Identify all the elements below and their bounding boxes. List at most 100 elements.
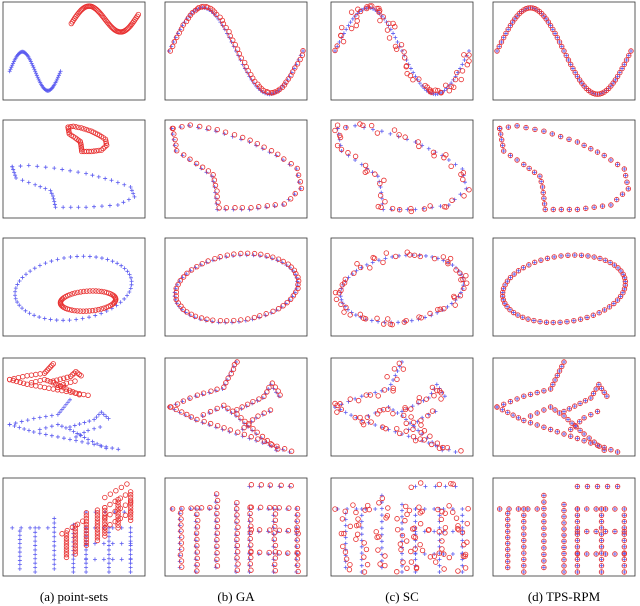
- target-point: [102, 494, 108, 501]
- model-point: [193, 525, 198, 530]
- model-point: [20, 178, 25, 183]
- target-point: [84, 288, 90, 294]
- target-point: [337, 132, 343, 139]
- panel-frame: [330, 237, 474, 337]
- target-point: [594, 149, 601, 155]
- model-point: [19, 419, 24, 424]
- target-point: [382, 198, 388, 205]
- target-point: [538, 257, 544, 263]
- model-point: [27, 311, 32, 316]
- model-point: [128, 525, 133, 530]
- target-point: [44, 367, 51, 373]
- target-point: [461, 52, 467, 58]
- target-point: [286, 505, 292, 511]
- target-point: [558, 206, 565, 213]
- target-point: [557, 133, 564, 140]
- model-point: [48, 317, 53, 322]
- model-point: [437, 570, 442, 574]
- target-point: [295, 281, 301, 288]
- panel-frame: [492, 1, 636, 101]
- model-point: [256, 552, 261, 556]
- target-point: [379, 424, 386, 430]
- model-point: [521, 551, 526, 556]
- model-point: [80, 439, 85, 444]
- target-point: [222, 129, 229, 135]
- target-point: [169, 43, 176, 50]
- model-point: [512, 272, 517, 277]
- model-point: [344, 27, 349, 32]
- target-point: [80, 518, 86, 524]
- target-point: [354, 13, 360, 20]
- target-point: [194, 263, 200, 270]
- target-point: [94, 518, 101, 524]
- target-point: [590, 390, 597, 397]
- model-point: [501, 35, 506, 40]
- model-point: [101, 557, 106, 562]
- model-point: [437, 563, 442, 568]
- model-point: [86, 441, 91, 446]
- target-point: [194, 568, 200, 574]
- target-point: [47, 378, 54, 385]
- target-point: [552, 407, 558, 413]
- target-point: [363, 546, 370, 553]
- target-point: [355, 397, 362, 404]
- model-point: [43, 425, 48, 430]
- model-point: [349, 413, 354, 418]
- panel-frame: [492, 357, 636, 457]
- model-point: [622, 62, 627, 67]
- target-point: [360, 122, 366, 129]
- target-point: [368, 419, 374, 425]
- target-point: [267, 482, 274, 488]
- target-point: [598, 525, 605, 531]
- model-point: [615, 298, 620, 303]
- target-point: [514, 123, 520, 129]
- target-point: [541, 201, 548, 207]
- target-point: [598, 544, 605, 550]
- model-point: [559, 364, 564, 369]
- model-point: [77, 422, 82, 427]
- model-point: [33, 556, 38, 561]
- model-point: [501, 149, 506, 153]
- target-point: [171, 131, 177, 137]
- model-point: [521, 570, 526, 574]
- model-point: [61, 318, 66, 323]
- model-point: [43, 414, 48, 419]
- target-point: [565, 57, 572, 63]
- target-point: [428, 441, 435, 448]
- model-point: [578, 401, 583, 406]
- target-point: [557, 319, 563, 326]
- target-point: [541, 532, 547, 538]
- target-point: [288, 483, 294, 489]
- model-point: [106, 565, 111, 570]
- target-point: [124, 481, 130, 487]
- model-point: [562, 545, 566, 550]
- model-point: [101, 412, 106, 417]
- target-point: [596, 443, 602, 449]
- target-point: [247, 536, 253, 542]
- target-point: [294, 505, 301, 512]
- model-point: [541, 526, 546, 531]
- model-point: [277, 484, 282, 489]
- model-point: [17, 533, 22, 538]
- target-point: [214, 530, 220, 536]
- target-point: [76, 391, 83, 398]
- target-point: [347, 396, 353, 402]
- target-point: [263, 311, 269, 317]
- model-point: [582, 438, 587, 443]
- target-point: [577, 316, 584, 322]
- target-point: [65, 124, 71, 130]
- model-point: [388, 131, 393, 136]
- target-point: [275, 256, 282, 262]
- model-point: [528, 420, 533, 425]
- model-point: [615, 162, 620, 167]
- model-point: [521, 525, 526, 530]
- target-point: [83, 521, 90, 528]
- target-point: [514, 396, 520, 402]
- model-point: [94, 415, 99, 420]
- model-point: [43, 432, 48, 437]
- model-point: [553, 31, 558, 36]
- model-point: [505, 529, 510, 534]
- target-point: [194, 511, 200, 517]
- target-point: [252, 78, 258, 85]
- target-point: [339, 516, 346, 522]
